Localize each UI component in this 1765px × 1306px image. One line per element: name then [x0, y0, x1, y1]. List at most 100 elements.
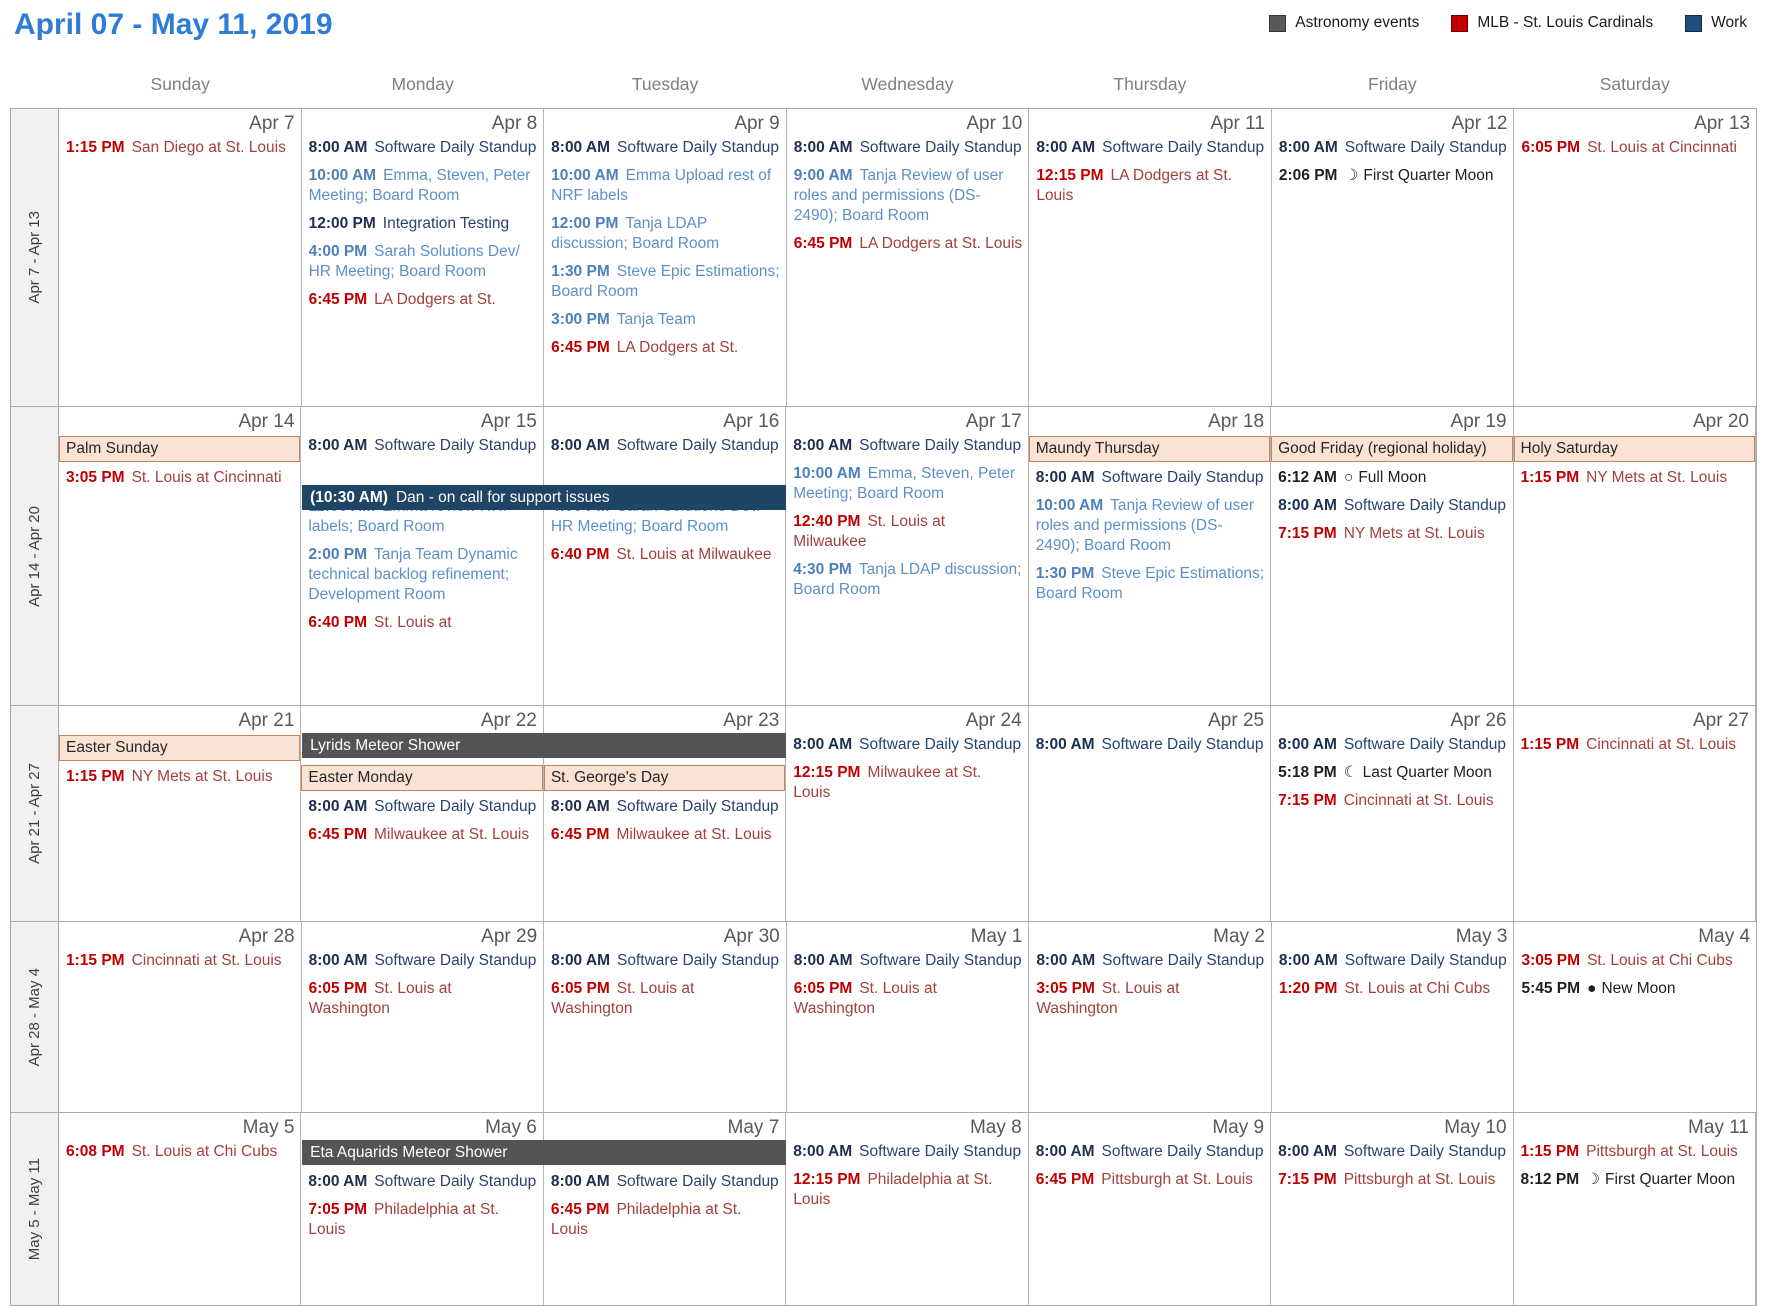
event[interactable]: 8:00 AM Software Daily Standup — [793, 735, 1021, 755]
event[interactable]: 3:05 PM St. Louis at Chi Cubs — [1521, 951, 1750, 971]
day-cell[interactable]: May 8 8:00 AM Software Daily Standup 12:15 … — [786, 1113, 1029, 1305]
event[interactable]: 8:00 AM Software Daily Standup — [1278, 735, 1506, 755]
event[interactable]: 6:45 PM Philadelphia at St. Louis — [551, 1200, 779, 1240]
day-cell[interactable]: Apr 27 1:15 PM Cincinnati at St. Louis — [1514, 706, 1756, 921]
event[interactable]: 6:05 PM St. Louis at Washington — [551, 979, 780, 1019]
event[interactable]: 8:00 AM Software Daily Standup — [1278, 496, 1506, 516]
day-cell[interactable]: Apr 9 8:00 AM Software Daily Standup 10:00 … — [544, 109, 787, 406]
day-cell[interactable]: Apr 22 Easter Monday 8:00 AM Software Daily… — [301, 706, 544, 921]
event[interactable]: 3:00 PM Tanja Team — [551, 310, 780, 330]
event[interactable]: 8:00 AM Software Daily Standup — [793, 1142, 1021, 1162]
on-call-banner[interactable]: (10:30 AM) Dan - on call for support issu… — [302, 485, 787, 510]
day-cell[interactable]: Apr 25 8:00 AM Software Daily Standup — [1029, 706, 1272, 921]
day-cell[interactable]: Apr 17 8:00 AM Software Daily Standup 10:00… — [786, 407, 1029, 705]
day-cell[interactable]: May 9 8:00 AM Software Daily Standup 6:45 P… — [1029, 1113, 1272, 1305]
day-cell[interactable]: Apr 26 8:00 AM Software Daily Standup 5:18 … — [1271, 706, 1514, 921]
event[interactable]: 1:30 PM Steve Epic Estimations; Board Roo… — [1036, 564, 1264, 604]
event[interactable]: 12:15 PM Milwaukee at St. Louis — [793, 763, 1021, 803]
event[interactable]: 6:45 PM LA Dodgers at St. Louis — [794, 234, 1023, 254]
day-cell[interactable]: Apr 14 Palm Sunday 3:05 PM St. Louis at Cin… — [59, 407, 302, 705]
event[interactable]: 8:00 AM Software Daily Standup — [1278, 1142, 1506, 1162]
holiday-event[interactable]: Easter Sunday — [59, 735, 301, 761]
event[interactable]: 8:00 AM Software Daily Standup — [308, 1172, 536, 1192]
event[interactable]: 12:40 PM St. Louis at Milwaukee — [793, 512, 1021, 552]
event[interactable]: 12:00 PM Integration Testing — [309, 214, 538, 234]
event[interactable]: 6:08 PM St. Louis at Chi Cubs — [66, 1142, 294, 1162]
day-cell[interactable]: Apr 7 1:15 PM San Diego at St. Louis — [59, 109, 302, 406]
day-cell[interactable]: Apr 30 8:00 AM Software Daily Standup 6:05 … — [544, 922, 787, 1112]
event[interactable]: 8:00 AM Software Daily Standup — [794, 951, 1023, 971]
day-cell[interactable]: Apr 8 8:00 AM Software Daily Standup 10:00 … — [302, 109, 545, 406]
day-cell[interactable]: May 5 6:08 PM St. Louis at Chi Cubs — [59, 1113, 302, 1305]
event[interactable]: 6:05 PM St. Louis at Washington — [794, 979, 1023, 1019]
day-cell[interactable]: Apr 18 Maundy Thursday 8:00 AM Software Dai… — [1028, 407, 1272, 705]
event[interactable]: 8:00 AM Software Daily Standup — [309, 951, 538, 971]
holiday-event[interactable]: Palm Sunday — [59, 436, 301, 462]
event[interactable]: 6:45 PM LA Dodgers at St. — [309, 290, 538, 310]
event[interactable]: 9:00 AM Tanja Review of user roles and pe… — [794, 166, 1023, 226]
event[interactable]: 8:00 AM Software Daily Standup — [794, 138, 1023, 158]
event[interactable]: 12:15 PM LA Dodgers at St. Louis — [1036, 166, 1265, 206]
event[interactable]: 2:00 PM Tanja Team Dynamic technical back… — [308, 545, 536, 605]
event[interactable]: 8:00 AM Software Daily Standup — [1279, 951, 1508, 971]
day-cell[interactable]: May 1 8:00 AM Software Daily Standup 6:05 P… — [787, 922, 1030, 1112]
day-cell[interactable]: Apr 12 8:00 AM Software Daily Standup 2:06 … — [1272, 109, 1515, 406]
event[interactable]: 1:15 PM NY Mets at St. Louis — [66, 767, 294, 787]
event[interactable]: 6:05 PM St. Louis at Cincinnati — [1521, 138, 1750, 158]
event[interactable]: 1:30 PM Steve Epic Estimations; Board Roo… — [551, 262, 780, 302]
event[interactable]: 8:00 AM Software Daily Standup — [551, 436, 779, 456]
event[interactable]: 6:40 PM St. Louis at Milwaukee — [551, 545, 779, 565]
event[interactable]: 8:00 AM Software Daily Standup — [1036, 1142, 1264, 1162]
event[interactable]: 10:00 AM Emma Upload rest of NRF labels — [551, 166, 780, 206]
event[interactable]: 10:00 AM Emma, Steven, Peter Meeting; Boa… — [793, 464, 1021, 504]
day-cell[interactable]: May 2 8:00 AM Software Daily Standup 3:05 P… — [1029, 922, 1272, 1112]
day-cell[interactable]: Apr 24 8:00 AM Software Daily Standup 12:15… — [786, 706, 1029, 921]
event[interactable]: 1:15 PM Cincinnati at St. Louis — [66, 951, 295, 971]
event[interactable]: 8:00 AM Software Daily Standup — [309, 138, 538, 158]
event[interactable]: 8:00 AM Software Daily Standup — [551, 797, 779, 817]
event[interactable]: 1:15 PM NY Mets at St. Louis — [1521, 468, 1749, 488]
event[interactable]: 3:05 PM St. Louis at Cincinnati — [66, 468, 294, 488]
event[interactable]: 6:05 PM St. Louis at Washington — [309, 979, 538, 1019]
holiday-event[interactable]: Good Friday (regional holiday) — [1271, 436, 1513, 462]
day-cell[interactable]: May 11 1:15 PM Pittsburgh at St. Louis 8:12… — [1514, 1113, 1756, 1305]
day-cell[interactable]: Apr 10 8:00 AM Software Daily Standup 9:00 … — [787, 109, 1030, 406]
day-cell[interactable]: Apr 11 8:00 AM Software Daily Standup 12:15… — [1029, 109, 1272, 406]
day-cell[interactable]: Apr 20 Holy Saturday 1:15 PM NY Mets at St.… — [1513, 407, 1756, 705]
event[interactable]: 8:00 AM Software Daily Standup — [551, 951, 780, 971]
event[interactable]: 8:00 AM Software Daily Standup — [551, 138, 780, 158]
day-cell[interactable]: Apr 19 Good Friday (regional holiday) 6:12… — [1271, 407, 1514, 705]
event[interactable]: 8:00 AM Software Daily Standup — [1279, 138, 1508, 158]
event[interactable]: 8:00 AM Software Daily Standup — [308, 436, 536, 456]
event[interactable]: 6:45 PM Milwaukee at St. Louis — [551, 825, 779, 845]
event[interactable]: 12:00 PM Tanja LDAP discussion; Board Roo… — [551, 214, 780, 254]
event[interactable]: 7:15 PM NY Mets at St. Louis — [1278, 524, 1506, 544]
day-cell[interactable]: Apr 13 6:05 PM St. Louis at Cincinnati — [1514, 109, 1756, 406]
event[interactable]: 6:40 PM St. Louis at — [308, 613, 536, 633]
event[interactable]: 3:05 PM St. Louis at Washington — [1036, 979, 1265, 1019]
holiday-event[interactable]: Easter Monday — [301, 765, 543, 791]
event[interactable]: 1:15 PM Cincinnati at St. Louis — [1521, 735, 1749, 755]
event[interactable]: 1:20 PM St. Louis at Chi Cubs — [1279, 979, 1508, 999]
event[interactable]: 8:00 AM Software Daily Standup — [1036, 138, 1265, 158]
event[interactable]: 6:45 PM Pittsburgh at St. Louis — [1036, 1170, 1264, 1190]
meteor-shower-banner[interactable]: Eta Aquarids Meteor Shower — [302, 1140, 787, 1165]
day-cell[interactable]: May 4 3:05 PM St. Louis at Chi Cubs 5:45 PM… — [1514, 922, 1756, 1112]
event[interactable]: 8:00 AM Software Daily Standup — [1036, 468, 1264, 488]
day-cell[interactable]: May 6 8:00 AM Software Daily Standup 7:05 P… — [301, 1113, 544, 1305]
event[interactable]: 8:00 AM Software Daily Standup — [1036, 735, 1264, 755]
event[interactable]: 8:00 AM Software Daily Standup — [308, 797, 536, 817]
day-cell[interactable]: May 10 8:00 AM Software Daily Standup 7:15 … — [1271, 1113, 1514, 1305]
event[interactable]: 8:00 AM Software Daily Standup — [551, 1172, 779, 1192]
day-cell[interactable]: Apr 28 1:15 PM Cincinnati at St. Louis — [59, 922, 302, 1112]
event[interactable]: 7:15 PM Cincinnati at St. Louis — [1278, 791, 1506, 811]
meteor-shower-banner[interactable]: Lyrids Meteor Shower — [302, 733, 787, 758]
event[interactable]: 10:00 AM Tanja Review of user roles and p… — [1036, 496, 1264, 556]
event[interactable]: 1:15 PM San Diego at St. Louis — [66, 138, 295, 158]
event[interactable]: 5:45 PM ● New Moon — [1521, 979, 1750, 999]
day-cell[interactable]: Apr 23 St. George's Day 8:00 AM Software Da… — [543, 706, 787, 921]
event[interactable]: 7:05 PM Philadelphia at St. Louis — [308, 1200, 536, 1240]
event[interactable]: 8:00 AM Software Daily Standup — [793, 436, 1021, 456]
